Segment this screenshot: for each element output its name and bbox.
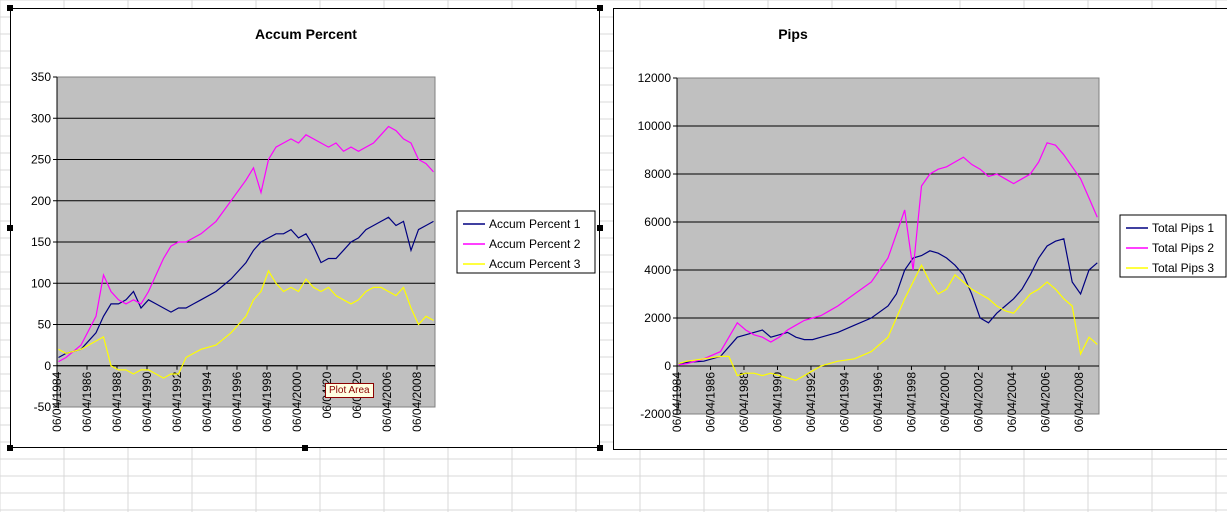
selection-handle-top-left[interactable] <box>7 5 13 11</box>
y-tick-label: -50 <box>34 400 52 414</box>
x-tick-label: 06/04/1992 <box>170 371 184 431</box>
y-tick-label: 100 <box>31 276 51 290</box>
x-tick-label: 06/04/2000 <box>938 372 952 432</box>
legend-entry-3: Total Pips 3 <box>1152 261 1214 275</box>
legend-box <box>456 210 596 274</box>
x-tick-label: 06/04/2004 <box>1005 372 1019 432</box>
x-tick-label: 06/04/1998 <box>904 372 918 432</box>
y-tick-label: 0 <box>664 359 671 373</box>
y-tick-label: 50 <box>38 318 52 332</box>
chart-title: Accum Percent <box>255 26 357 42</box>
x-tick-label: 06/04/1998 <box>260 371 274 431</box>
x-tick-label: 06/04/1988 <box>737 372 751 432</box>
selection-handle-middle-left[interactable] <box>7 225 13 231</box>
y-tick-label: 250 <box>31 153 51 167</box>
legend-entry-3: Accum Percent 3 <box>489 257 581 271</box>
series-line-1 <box>58 216 434 359</box>
legend-entry-1: Accum Percent 1 <box>489 217 581 231</box>
selection-handle-top-right[interactable] <box>597 5 603 11</box>
x-tick-label: 06/04/1984 <box>50 371 64 431</box>
chart-accum-percent-svg: Accum Percent -50 0 50 100 150 200 250 300 350 06/… <box>31 26 596 432</box>
x-tick-label: 06/04/1984 <box>670 372 684 432</box>
y-tick-label: 350 <box>31 70 51 84</box>
selection-handle-bottom-center[interactable] <box>302 445 308 451</box>
selection-handle-bottom-left[interactable] <box>7 445 13 451</box>
x-tick-label: 06/04/2006 <box>1038 372 1052 432</box>
x-tick-label: 06/04/2006 <box>380 371 394 431</box>
series-line-3 <box>58 269 434 379</box>
x-tick-label: 06/04/1994 <box>837 372 851 432</box>
y-tick-label: 10000 <box>638 119 672 133</box>
x-tick-label: 06/04/1986 <box>80 371 94 431</box>
chart-title: Pips <box>778 26 808 42</box>
series-line-1 <box>678 238 1098 365</box>
selection-handle-bottom-right[interactable] <box>597 445 603 451</box>
x-tick-label: 06/04/1996 <box>230 371 244 431</box>
y-tick-label: 2000 <box>644 311 671 325</box>
legend-entry-2: Total Pips 2 <box>1152 241 1214 255</box>
series-line-3 <box>678 263 1098 382</box>
y-tick-label: 6000 <box>644 215 671 229</box>
legend-box <box>1119 214 1227 278</box>
plot-area-tooltip: Plot Area <box>325 383 374 398</box>
y-tick-label: 12000 <box>638 71 672 85</box>
y-tick-label: 200 <box>31 194 51 208</box>
chart-pips-svg: Pips -2000 0 2000 4000 6000 8000 10000 12000 06/0… <box>638 26 1227 432</box>
legend-entry-1: Total Pips 1 <box>1152 221 1214 235</box>
x-tick-label: 06/04/2002 <box>971 372 985 432</box>
y-tick-label: -2000 <box>640 407 671 421</box>
y-tick-label: 150 <box>31 235 51 249</box>
y-tick-label: 0 <box>44 359 51 373</box>
x-tick-label: 06/04/1996 <box>871 372 885 432</box>
y-tick-label: 8000 <box>644 167 671 181</box>
x-tick-label: 06/04/2000 <box>290 371 304 431</box>
x-tick-label: 06/04/1994 <box>200 371 214 431</box>
x-tick-label: 06/04/1988 <box>110 371 124 431</box>
plot-area <box>676 77 1100 415</box>
chart-accum-percent[interactable]: Accum Percent -50 0 50 100 150 200 250 300 350 06/… <box>10 8 600 448</box>
series-line-2 <box>678 142 1098 366</box>
x-tick-label: 06/04/2008 <box>1072 372 1086 432</box>
chart-pips[interactable]: Pips -2000 0 2000 4000 6000 8000 10000 12000 06/0… <box>613 8 1227 450</box>
series-line-2 <box>58 125 434 363</box>
x-tick-label: 06/04/1990 <box>140 371 154 431</box>
x-tick-label: 06/04/1986 <box>703 372 717 432</box>
legend-entry-2: Accum Percent 2 <box>489 237 581 251</box>
x-tick-label: 06/04/1990 <box>770 372 784 432</box>
x-tick-label: 06/04/2008 <box>410 371 424 431</box>
selection-handle-middle-right[interactable] <box>597 225 603 231</box>
x-tick-label: 06/04/1992 <box>804 372 818 432</box>
y-tick-label: 4000 <box>644 263 671 277</box>
y-tick-label: 300 <box>31 111 51 125</box>
